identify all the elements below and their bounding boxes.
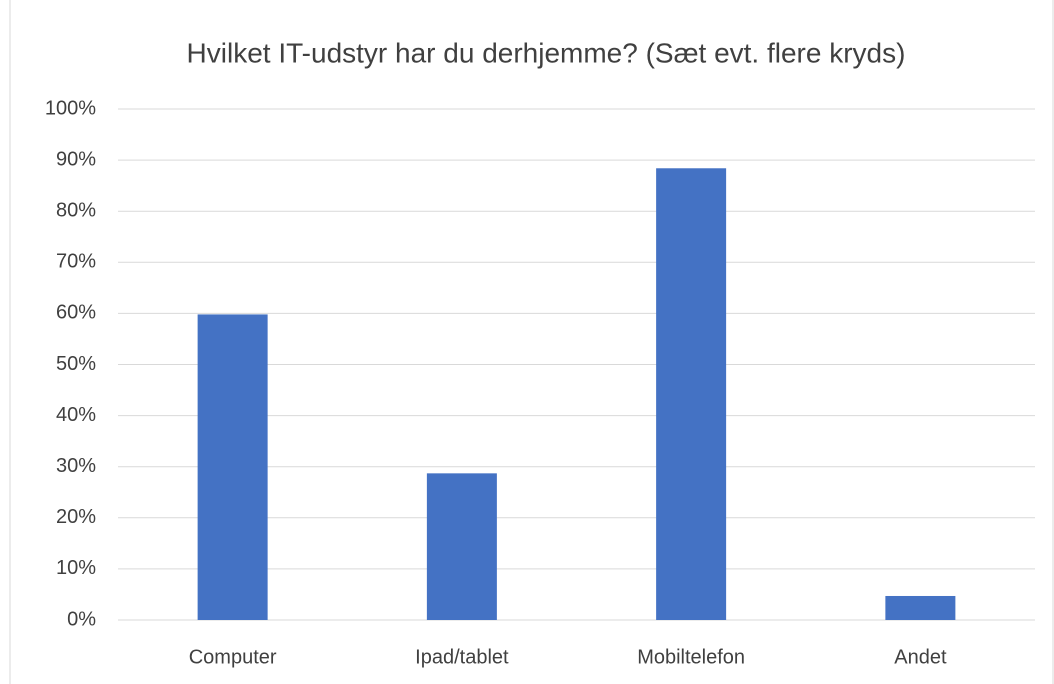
y-tick-label: 90% (56, 148, 96, 170)
bar (656, 168, 727, 620)
y-tick-label: 40% (56, 404, 96, 426)
x-tick-label: Computer (189, 646, 277, 668)
bar (885, 595, 956, 620)
y-tick-label: 0% (67, 608, 96, 630)
x-tick-label: Ipad/tablet (415, 646, 509, 668)
x-tick-label: Mobiltelefon (637, 646, 745, 668)
y-tick-label: 20% (56, 506, 96, 528)
bar (197, 314, 268, 620)
chart-frame (9, 0, 1054, 684)
chart-title: Hvilket IT-udstyr har du derhjemme? (Sæt… (187, 37, 906, 68)
y-tick-label: 70% (56, 251, 96, 273)
y-tick-label: 30% (56, 455, 96, 477)
y-tick-label: 80% (56, 199, 96, 221)
y-tick-label: 50% (56, 353, 96, 375)
y-tick-label: 60% (56, 302, 96, 324)
y-tick-label: 100% (45, 97, 96, 119)
bar (426, 473, 497, 620)
x-tick-label: Andet (894, 646, 947, 668)
y-tick-label: 10% (56, 557, 96, 579)
